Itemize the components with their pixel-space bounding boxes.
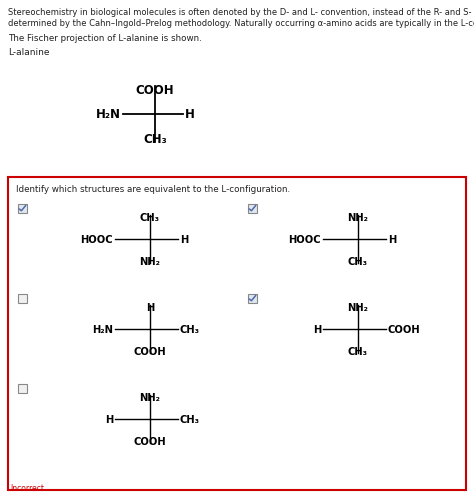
Bar: [8, 178, 466, 490]
Text: H: H: [105, 414, 113, 424]
Text: HOOC: HOOC: [81, 234, 113, 244]
Text: CH₃: CH₃: [348, 257, 368, 267]
Text: COOH: COOH: [388, 324, 420, 334]
Text: The Fischer projection of L-alanine is shown.: The Fischer projection of L-alanine is s…: [8, 34, 202, 43]
Text: H₂N: H₂N: [92, 324, 113, 334]
Text: NH₂: NH₂: [347, 303, 368, 313]
Text: NH₂: NH₂: [347, 212, 368, 222]
Text: NH₂: NH₂: [139, 257, 161, 267]
Text: H: H: [146, 303, 154, 313]
Text: Incorrect: Incorrect: [10, 483, 44, 492]
Text: H: H: [185, 108, 195, 121]
Text: CH₃: CH₃: [140, 212, 160, 222]
Text: COOH: COOH: [134, 346, 166, 356]
Text: CH₃: CH₃: [348, 346, 368, 356]
Text: H: H: [313, 324, 321, 334]
Bar: [248, 295, 257, 304]
Text: CH₃: CH₃: [180, 324, 200, 334]
Text: HOOC: HOOC: [288, 234, 321, 244]
Text: COOH: COOH: [136, 84, 174, 97]
Text: H₂N: H₂N: [96, 108, 121, 121]
Bar: [18, 295, 27, 304]
Text: COOH: COOH: [134, 436, 166, 446]
Text: CH₃: CH₃: [180, 414, 200, 424]
Bar: [18, 384, 27, 393]
Text: NH₂: NH₂: [139, 392, 161, 402]
Text: L-alanine: L-alanine: [8, 48, 49, 57]
Text: Stereochemistry in biological molecules is often denoted by the D- and L- conven: Stereochemistry in biological molecules …: [8, 8, 474, 17]
Text: H: H: [388, 234, 396, 244]
Bar: [18, 204, 27, 213]
Text: H: H: [180, 234, 188, 244]
Text: Identify which structures are equivalent to the L-configuration.: Identify which structures are equivalent…: [16, 185, 290, 193]
Bar: [248, 204, 257, 213]
Text: determined by the Cahn–Ingold–Prelog methodology. Naturally occurring α-amino ac: determined by the Cahn–Ingold–Prelog met…: [8, 19, 474, 28]
Text: CH₃: CH₃: [143, 133, 167, 146]
